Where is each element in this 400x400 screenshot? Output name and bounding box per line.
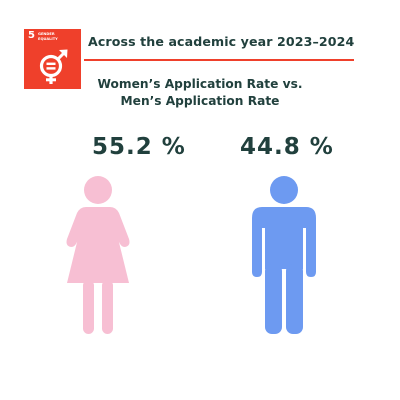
sdg-title-line2: EQUALITY [38,36,58,41]
header-title: Across the academic year 2023–2024 [88,34,355,49]
comparison-subtitle: Women’s Application Rate vs. Men’s Appli… [60,76,340,110]
header-divider [84,59,354,61]
women-rate-value: 55.2 % [92,134,186,160]
sdg-title-line1: GENDER [38,32,55,36]
male-figure-icon [252,176,316,334]
gender-equality-icon [39,49,68,84]
sdg-badge: 5 GENDER EQUALITY [24,29,81,89]
sdg-title: GENDER EQUALITY [38,32,78,41]
sdg-number: 5 [28,30,35,41]
subtitle-line1: Women’s Application Rate vs. [97,77,303,91]
men-rate-value: 44.8 % [240,134,334,160]
subtitle-line2: Men’s Application Rate [120,94,280,108]
female-figure-icon [66,176,130,334]
